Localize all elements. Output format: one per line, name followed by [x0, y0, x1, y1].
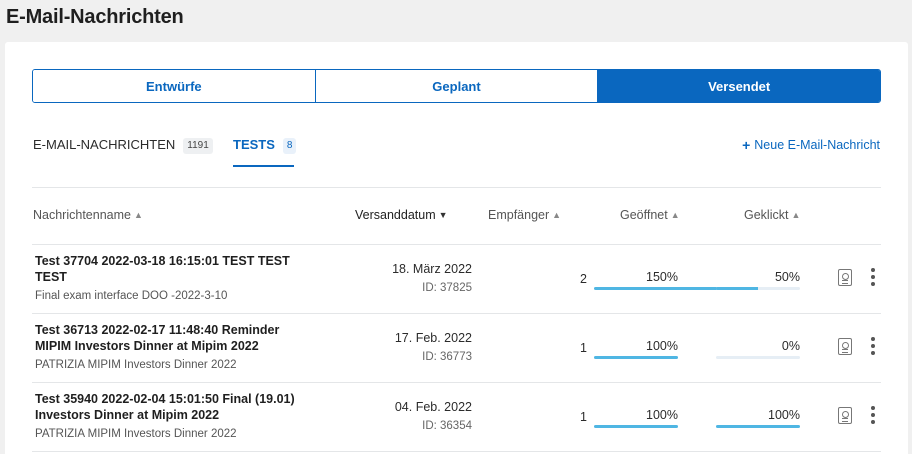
- send-date: 04. Feb. 2022: [394, 400, 472, 414]
- message-id: ID: 36354: [422, 420, 472, 432]
- clicked-rate: 100%: [768, 408, 800, 422]
- sort-up-icon: ▲: [552, 210, 562, 220]
- column-header-name-label: Nachrichtenname: [33, 208, 131, 222]
- messages-card: Entwürfe Geplant Versendet E-MAIL-NACHRI…: [5, 42, 908, 454]
- tab-tests[interactable]: TESTS 8: [233, 137, 297, 167]
- clicked-bar-fill: [716, 425, 800, 428]
- opened-bar: [594, 425, 678, 428]
- status-segmented-control: Entwürfe Geplant Versendet: [32, 69, 881, 103]
- message-subtitle: PATRIZIA MIPIM Investors Dinner 2022: [35, 428, 237, 440]
- more-options-icon[interactable]: [870, 268, 876, 289]
- page-title: E-Mail-Nachrichten: [6, 6, 184, 28]
- clicked-bar: [716, 425, 800, 428]
- message-subtitle: Final exam interface DOO -2022-3-10: [35, 290, 228, 302]
- table-row[interactable]: Test 36713 2022-02-17 11:48:40 Reminder …: [32, 314, 881, 383]
- column-header-clicked-label: Geklickt: [744, 208, 789, 222]
- column-header-clicked[interactable]: Geklickt ▲: [744, 208, 800, 222]
- clicked-bar: [716, 356, 800, 359]
- tab-tests-count: 8: [282, 138, 297, 154]
- clicked-rate: 50%: [774, 270, 800, 284]
- column-header-opened-label: Geöffnet: [620, 208, 668, 222]
- plus-icon: +: [742, 137, 751, 153]
- divider: [32, 244, 881, 245]
- column-header-recipients[interactable]: Empfänger ▲: [488, 208, 561, 222]
- message-title[interactable]: Test 36713 2022-02-17 11:48:40 Reminder …: [35, 323, 280, 353]
- preview-icon[interactable]: [838, 269, 852, 286]
- send-date: 17. Feb. 2022: [394, 331, 472, 345]
- table-row[interactable]: Test 35940 2022-02-04 15:01:50 Final (19…: [32, 383, 881, 452]
- sort-up-icon: ▲: [133, 210, 143, 220]
- message-title[interactable]: Test 37704 2022-03-18 16:15:01 TEST TEST…: [35, 254, 290, 284]
- recipients-count: 1: [580, 410, 587, 424]
- preview-icon[interactable]: [838, 407, 852, 424]
- message-subtitle: PATRIZIA MIPIM Investors Dinner 2022: [35, 359, 237, 371]
- sort-down-icon: ▼: [438, 210, 448, 220]
- opened-bar-fill: [594, 287, 758, 290]
- opened-rate: 150%: [646, 270, 678, 284]
- more-options-icon[interactable]: [870, 337, 876, 358]
- tab-email-messages-count: 1191: [183, 138, 213, 154]
- segment-sent[interactable]: Versendet: [597, 70, 880, 102]
- column-header-date[interactable]: Versanddatum ▼: [355, 208, 448, 222]
- preview-icon[interactable]: [838, 338, 852, 355]
- opened-rate: 100%: [646, 339, 678, 353]
- column-header-opened[interactable]: Geöffnet ▲: [620, 208, 680, 222]
- opened-bar-fill: [594, 356, 678, 359]
- clicked-bar: [716, 287, 800, 290]
- new-email-message-label: Neue E-Mail-Nachricht: [754, 138, 880, 152]
- table-row[interactable]: Test 37704 2022-03-18 16:15:01 TEST TEST…: [32, 245, 881, 314]
- tab-email-messages[interactable]: E-MAIL-NACHRICHTEN 1191: [33, 137, 213, 167]
- segment-scheduled[interactable]: Geplant: [314, 70, 598, 102]
- column-header-recipients-label: Empfänger: [488, 208, 550, 222]
- clicked-rate: 0%: [781, 339, 800, 353]
- message-title[interactable]: Test 35940 2022-02-04 15:01:50 Final (19…: [35, 392, 295, 422]
- column-header-date-label: Versanddatum: [355, 208, 436, 222]
- message-id: ID: 36773: [422, 351, 472, 363]
- opened-bar: [594, 356, 678, 359]
- sort-up-icon: ▲: [670, 210, 680, 220]
- opened-bar: [594, 287, 758, 290]
- more-options-icon[interactable]: [870, 406, 876, 427]
- clicked-bar-fill: [716, 287, 758, 290]
- recipients-count: 1: [580, 341, 587, 355]
- message-id: ID: 37825: [422, 282, 472, 294]
- tab-tests-label: TESTS: [233, 137, 275, 152]
- segment-drafts[interactable]: Entwürfe: [33, 70, 315, 102]
- column-header-name[interactable]: Nachrichtenname ▲: [33, 208, 143, 222]
- divider: [32, 187, 881, 188]
- new-email-message-link[interactable]: + Neue E-Mail-Nachricht: [742, 138, 880, 152]
- tab-email-messages-label: E-MAIL-NACHRICHTEN: [33, 137, 176, 152]
- recipients-count: 2: [580, 272, 587, 286]
- send-date: 18. März 2022: [392, 262, 472, 276]
- opened-bar-fill: [594, 425, 678, 428]
- sort-up-icon: ▲: [791, 210, 801, 220]
- opened-rate: 100%: [646, 408, 678, 422]
